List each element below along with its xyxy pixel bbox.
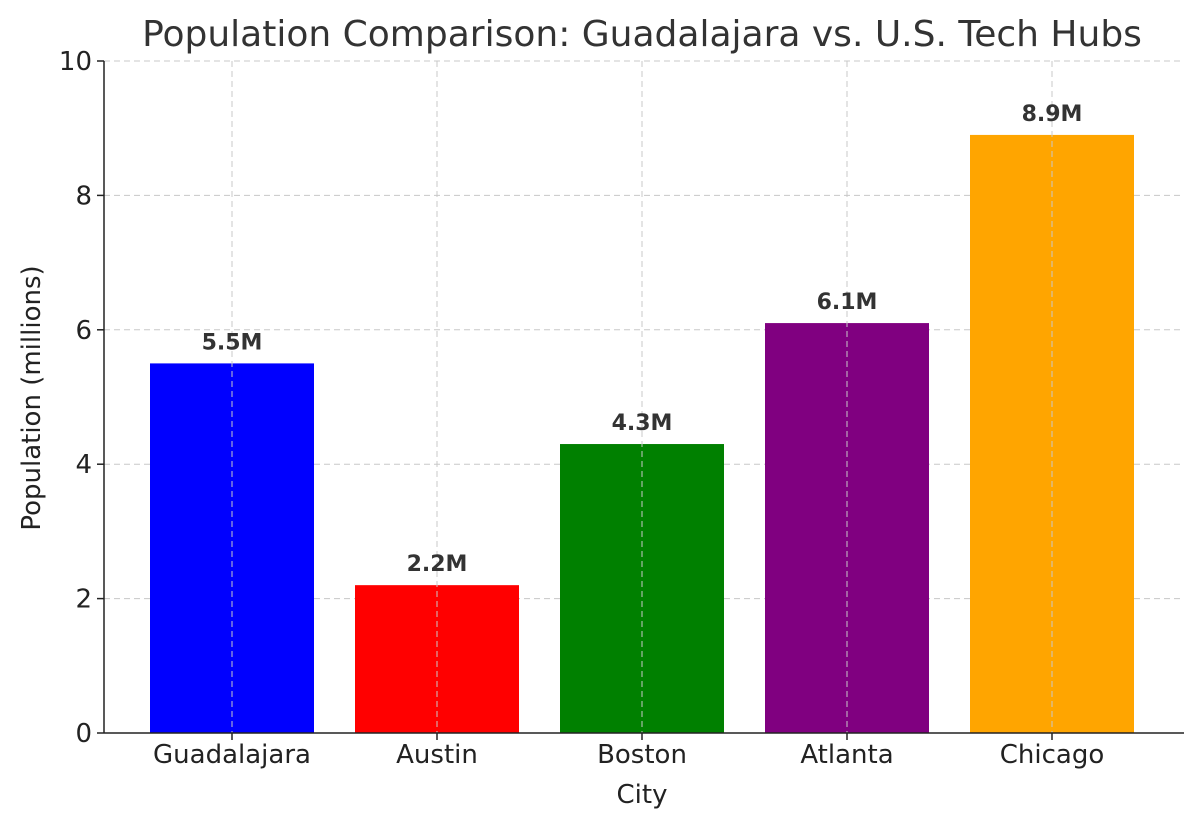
x-axis-label: City	[617, 780, 668, 810]
y-tick-label-0: 0	[75, 719, 92, 749]
data-label-austin: 2.2M	[407, 552, 468, 577]
data-label-boston: 4.3M	[612, 411, 673, 436]
x-tick-label-chicago: Chicago	[1000, 740, 1105, 770]
y-tick-label-2: 4	[75, 450, 92, 480]
y-tick-label-4: 8	[75, 181, 92, 211]
x-tick-label-atlanta: Atlanta	[800, 740, 893, 770]
data-labels: 5.5M 2.2M 4.3M 6.1M 8.9M	[202, 102, 1083, 577]
bar-guadalajara	[150, 363, 314, 733]
y-tick-label-1: 2	[75, 585, 92, 615]
y-axis-label: Population (millions)	[17, 265, 47, 530]
x-tick-label-guadalajara: Guadalajara	[153, 740, 311, 770]
chart-title: Population Comparison: Guadalajara vs. U…	[142, 14, 1142, 55]
y-tick-label-5: 10	[59, 47, 92, 77]
data-label-atlanta: 6.1M	[817, 290, 878, 315]
data-label-guadalajara: 5.5M	[202, 330, 263, 355]
y-tick-label-3: 6	[75, 316, 92, 346]
x-tick-label-boston: Boston	[597, 740, 687, 770]
axes: 0 2 4 6 8 10 Guadalajara Austin Boston Atlanta Chi…	[59, 47, 1184, 770]
data-label-chicago: 8.9M	[1022, 102, 1083, 127]
bar-boston	[560, 444, 724, 733]
x-tick-label-austin: Austin	[396, 740, 478, 770]
bar-austin	[355, 585, 519, 733]
